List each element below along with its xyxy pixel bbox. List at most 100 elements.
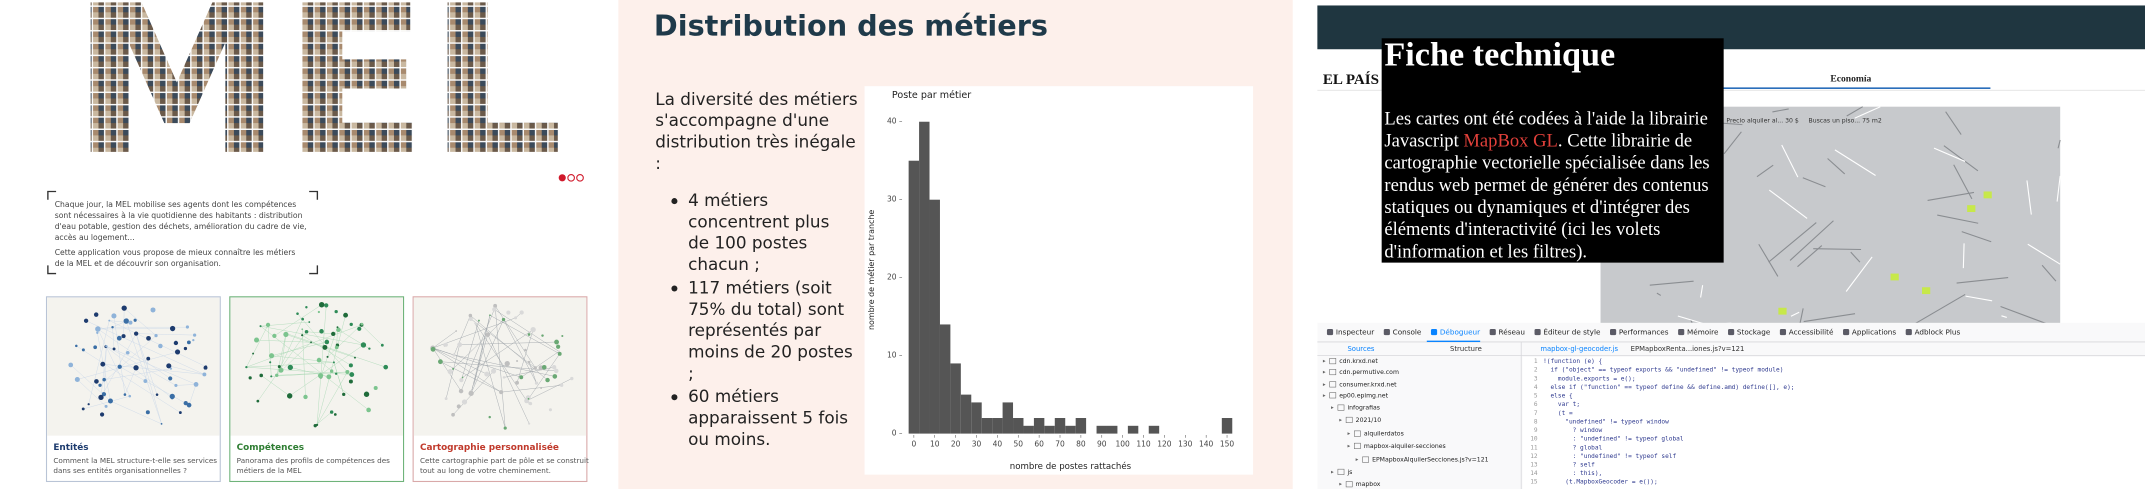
devtools-pane[interactable]: Structure	[1450, 345, 1482, 353]
tab-icon[interactable]	[1905, 328, 1912, 336]
slide-title: Distribution des métiers	[654, 8, 1048, 42]
x-tick-label: 90	[1097, 440, 1107, 449]
tree-item[interactable]: js	[1346, 469, 1352, 476]
info-link[interactable]: MapBox GL	[1463, 131, 1558, 152]
network-node	[192, 338, 195, 342]
network-node	[473, 383, 476, 386]
network-edge	[432, 347, 522, 378]
x-tick-label: 80	[1076, 440, 1086, 449]
card-title[interactable]: Compétences	[237, 442, 304, 453]
file-tab[interactable]: EPMapboxRenta...iones.js?v=121	[1631, 345, 1745, 353]
tree-item[interactable]: consumer.krxd.net	[1339, 381, 1397, 388]
network-node	[111, 325, 114, 329]
network-node	[443, 342, 448, 347]
network-edge	[302, 329, 306, 397]
devtools-tab[interactable]: Inspecteur	[1336, 327, 1374, 336]
tab-icon[interactable]	[1728, 328, 1735, 336]
section-name[interactable]: Economía	[1830, 74, 1871, 85]
network-node	[143, 379, 148, 383]
tree-item[interactable]: alquilerdatos	[1364, 431, 1404, 438]
network-node	[104, 404, 108, 408]
tree-item[interactable]: EPMapboxAlquilerSecciones.js?v=121	[1372, 457, 1489, 464]
tab-icon[interactable]	[1383, 328, 1390, 336]
tab-icon[interactable]	[1610, 328, 1617, 336]
network-node	[186, 340, 191, 345]
devtools-tab[interactable]: Débogueur	[1440, 327, 1480, 336]
network-node	[81, 348, 85, 352]
network-node	[554, 368, 559, 374]
bar	[1023, 425, 1034, 434]
site-logo[interactable]: EL PAÍS	[1323, 71, 1379, 88]
tree-item[interactable]: ep00.epimg.net	[1339, 392, 1388, 399]
map-road	[1772, 108, 1789, 113]
tab-icon[interactable]	[1779, 328, 1787, 336]
network-node	[348, 379, 353, 384]
devtools-tab[interactable]: Console	[1393, 327, 1422, 336]
network-node	[525, 395, 531, 401]
devtools-tab[interactable]: Applications	[1852, 327, 1896, 336]
tab-icon[interactable]	[1326, 328, 1334, 336]
tab-icon[interactable]	[1534, 328, 1541, 336]
map-highlight	[1778, 307, 1787, 315]
tree-item[interactable]: cdn.krxd.net	[1339, 358, 1378, 365]
bar	[971, 402, 982, 434]
card-title[interactable]: Cartographie personnalisée	[420, 442, 559, 453]
tree-item[interactable]: infografias	[1347, 405, 1380, 412]
network-node	[317, 310, 321, 314]
network-node	[123, 393, 127, 396]
devtools-tab[interactable]: Mémoire	[1687, 327, 1719, 336]
y-axis-label: nombre de métier par tranche	[866, 210, 876, 330]
tree-arrow: ▸	[1339, 417, 1342, 423]
devtools-tab[interactable]: Stockage	[1737, 327, 1771, 336]
tree-icon	[1362, 456, 1369, 463]
bar	[908, 160, 920, 434]
tab-icon[interactable]	[1430, 328, 1438, 336]
right-panel: EL PAÍS Economía Precio alquiler al... 3…	[1317, 0, 2145, 489]
network-node	[245, 365, 248, 369]
network-node	[456, 404, 461, 409]
network-edge	[260, 325, 364, 346]
devtools-pane[interactable]: Sources	[1347, 345, 1374, 353]
devtools-tab[interactable]: Éditeur de style	[1543, 327, 1601, 336]
slide-dot[interactable]	[558, 174, 566, 182]
devtools-tab[interactable]: Adblock Plus	[1915, 327, 1961, 336]
map-road	[1656, 292, 1662, 296]
tree-item[interactable]: mapbox-alquiler-secciones	[1364, 443, 1446, 450]
devtools-tab[interactable]: Accessibilité	[1789, 327, 1834, 336]
network-node	[322, 344, 328, 350]
devtools-tab[interactable]: Réseau	[1499, 327, 1525, 336]
x-tick-label: 50	[1013, 440, 1023, 449]
network-node	[296, 312, 299, 315]
network-node	[254, 337, 260, 343]
network-node	[492, 307, 497, 312]
network-edge	[99, 335, 157, 386]
tab-icon[interactable]	[1489, 328, 1496, 336]
tree-icon	[1329, 369, 1337, 376]
network-node	[354, 356, 356, 359]
network-edge	[276, 319, 303, 376]
bar	[1044, 425, 1055, 434]
network-node	[301, 317, 304, 321]
tab-icon[interactable]	[1843, 328, 1850, 336]
devtools-tab[interactable]: Performances	[1619, 327, 1669, 336]
map-road	[2000, 305, 2052, 327]
tree-item[interactable]: 2021/10	[1356, 417, 1382, 424]
tab-icon[interactable]	[1678, 328, 1685, 336]
map-road	[2001, 315, 2007, 318]
tree-item[interactable]: mapbox	[1356, 481, 1381, 488]
tree-item[interactable]: cdn.permutive.com	[1339, 369, 1399, 376]
line-number: 6	[1534, 401, 1538, 408]
slide-dot[interactable]	[576, 173, 584, 182]
file-tab[interactable]: mapbox-gl-geocoder.js	[1540, 345, 1618, 353]
network-node	[516, 359, 519, 362]
slide-dot[interactable]	[567, 173, 575, 182]
card-title[interactable]: Entités	[53, 442, 88, 453]
network-node	[93, 312, 99, 317]
map-road	[1956, 276, 2009, 284]
network-node	[556, 344, 561, 349]
map-road	[1649, 280, 1694, 286]
network-node	[334, 345, 339, 350]
map-highlight	[1890, 273, 1899, 281]
network-node	[301, 328, 304, 331]
